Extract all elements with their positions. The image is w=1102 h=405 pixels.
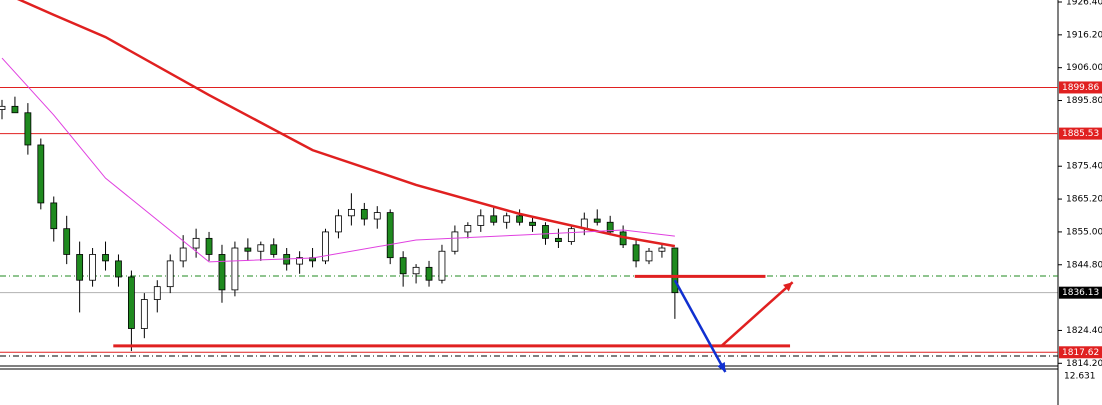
candle-body (218, 254, 226, 291)
y-tick-label: 1875.40 (1066, 162, 1102, 172)
candle-body (503, 215, 511, 223)
arrow-head (783, 282, 793, 292)
arrow (720, 281, 794, 347)
arrow-head (717, 362, 726, 372)
y-tick-label: 1906.00 (1066, 63, 1102, 73)
candle-body (231, 247, 239, 291)
candle-body (606, 221, 614, 233)
y-tick-label: 1916.20 (1066, 30, 1102, 40)
candle-body (335, 215, 342, 233)
candle-body (270, 244, 278, 255)
candle-body (102, 254, 109, 262)
level-label: 1817.62 (1062, 348, 1099, 358)
moving-average (16, 0, 676, 248)
candle-body (192, 237, 200, 249)
candle-body (0, 105, 6, 110)
moving-average (1, 57, 675, 263)
candle-body (658, 247, 666, 252)
candle-body (671, 247, 679, 294)
candle-body (347, 208, 355, 217)
candle-body (24, 112, 32, 146)
candle-body (490, 215, 498, 223)
candle-body (451, 231, 459, 252)
y-tick-label: 1824.40 (1066, 326, 1102, 336)
candle-body (593, 218, 601, 223)
level-box (1059, 286, 1102, 299)
candle-body (360, 208, 368, 220)
candle-body (386, 212, 394, 259)
candle-body (632, 244, 640, 262)
y-tick-label: 1865.20 (1066, 195, 1102, 205)
candle-body (179, 247, 187, 262)
arrow (673, 279, 727, 373)
candle-body (412, 266, 420, 275)
candle-body (529, 221, 536, 226)
candle-body (166, 260, 174, 288)
candle-body (140, 299, 148, 329)
candle-body (11, 105, 19, 114)
candle-body (127, 276, 135, 329)
candle-body (37, 144, 45, 204)
candle-body (257, 244, 265, 252)
candle-body (373, 212, 381, 220)
candle-body (115, 260, 122, 278)
candle-body (244, 247, 252, 252)
level-label: 1836.13 (1062, 288, 1099, 298)
candle-body (50, 202, 58, 230)
candle-body (76, 254, 84, 281)
candle-body (438, 250, 446, 281)
candle-body (516, 215, 523, 223)
level-label: 1885.53 (1062, 129, 1099, 139)
candle-body (567, 228, 575, 242)
candle-body (555, 237, 562, 242)
candle-body (153, 286, 161, 300)
level-box (1059, 346, 1102, 359)
candle-body (542, 225, 549, 239)
level-box (1059, 127, 1102, 140)
candle-body (425, 266, 433, 281)
candle-body (205, 237, 213, 255)
level-label: 1899.86 (1062, 83, 1099, 93)
candle-body (399, 257, 407, 275)
candle-body (645, 250, 653, 262)
y-tick-label: 1844.80 (1066, 260, 1102, 270)
candle-body (464, 225, 472, 233)
y-tick-label: 1895.80 (1066, 96, 1102, 106)
y-tick-label: 1926.40 (1066, 0, 1102, 7)
level-box (1059, 81, 1102, 94)
candle-body (89, 254, 96, 281)
candle-body (477, 215, 485, 226)
candle-body (63, 228, 71, 255)
y-tick-label: 1814.20 (1066, 359, 1102, 369)
candle-body (322, 231, 329, 262)
y-tick-label: 1855.00 (1066, 227, 1102, 237)
indicator-label: 12.631 (1064, 372, 1096, 382)
candle-body (296, 257, 304, 265)
